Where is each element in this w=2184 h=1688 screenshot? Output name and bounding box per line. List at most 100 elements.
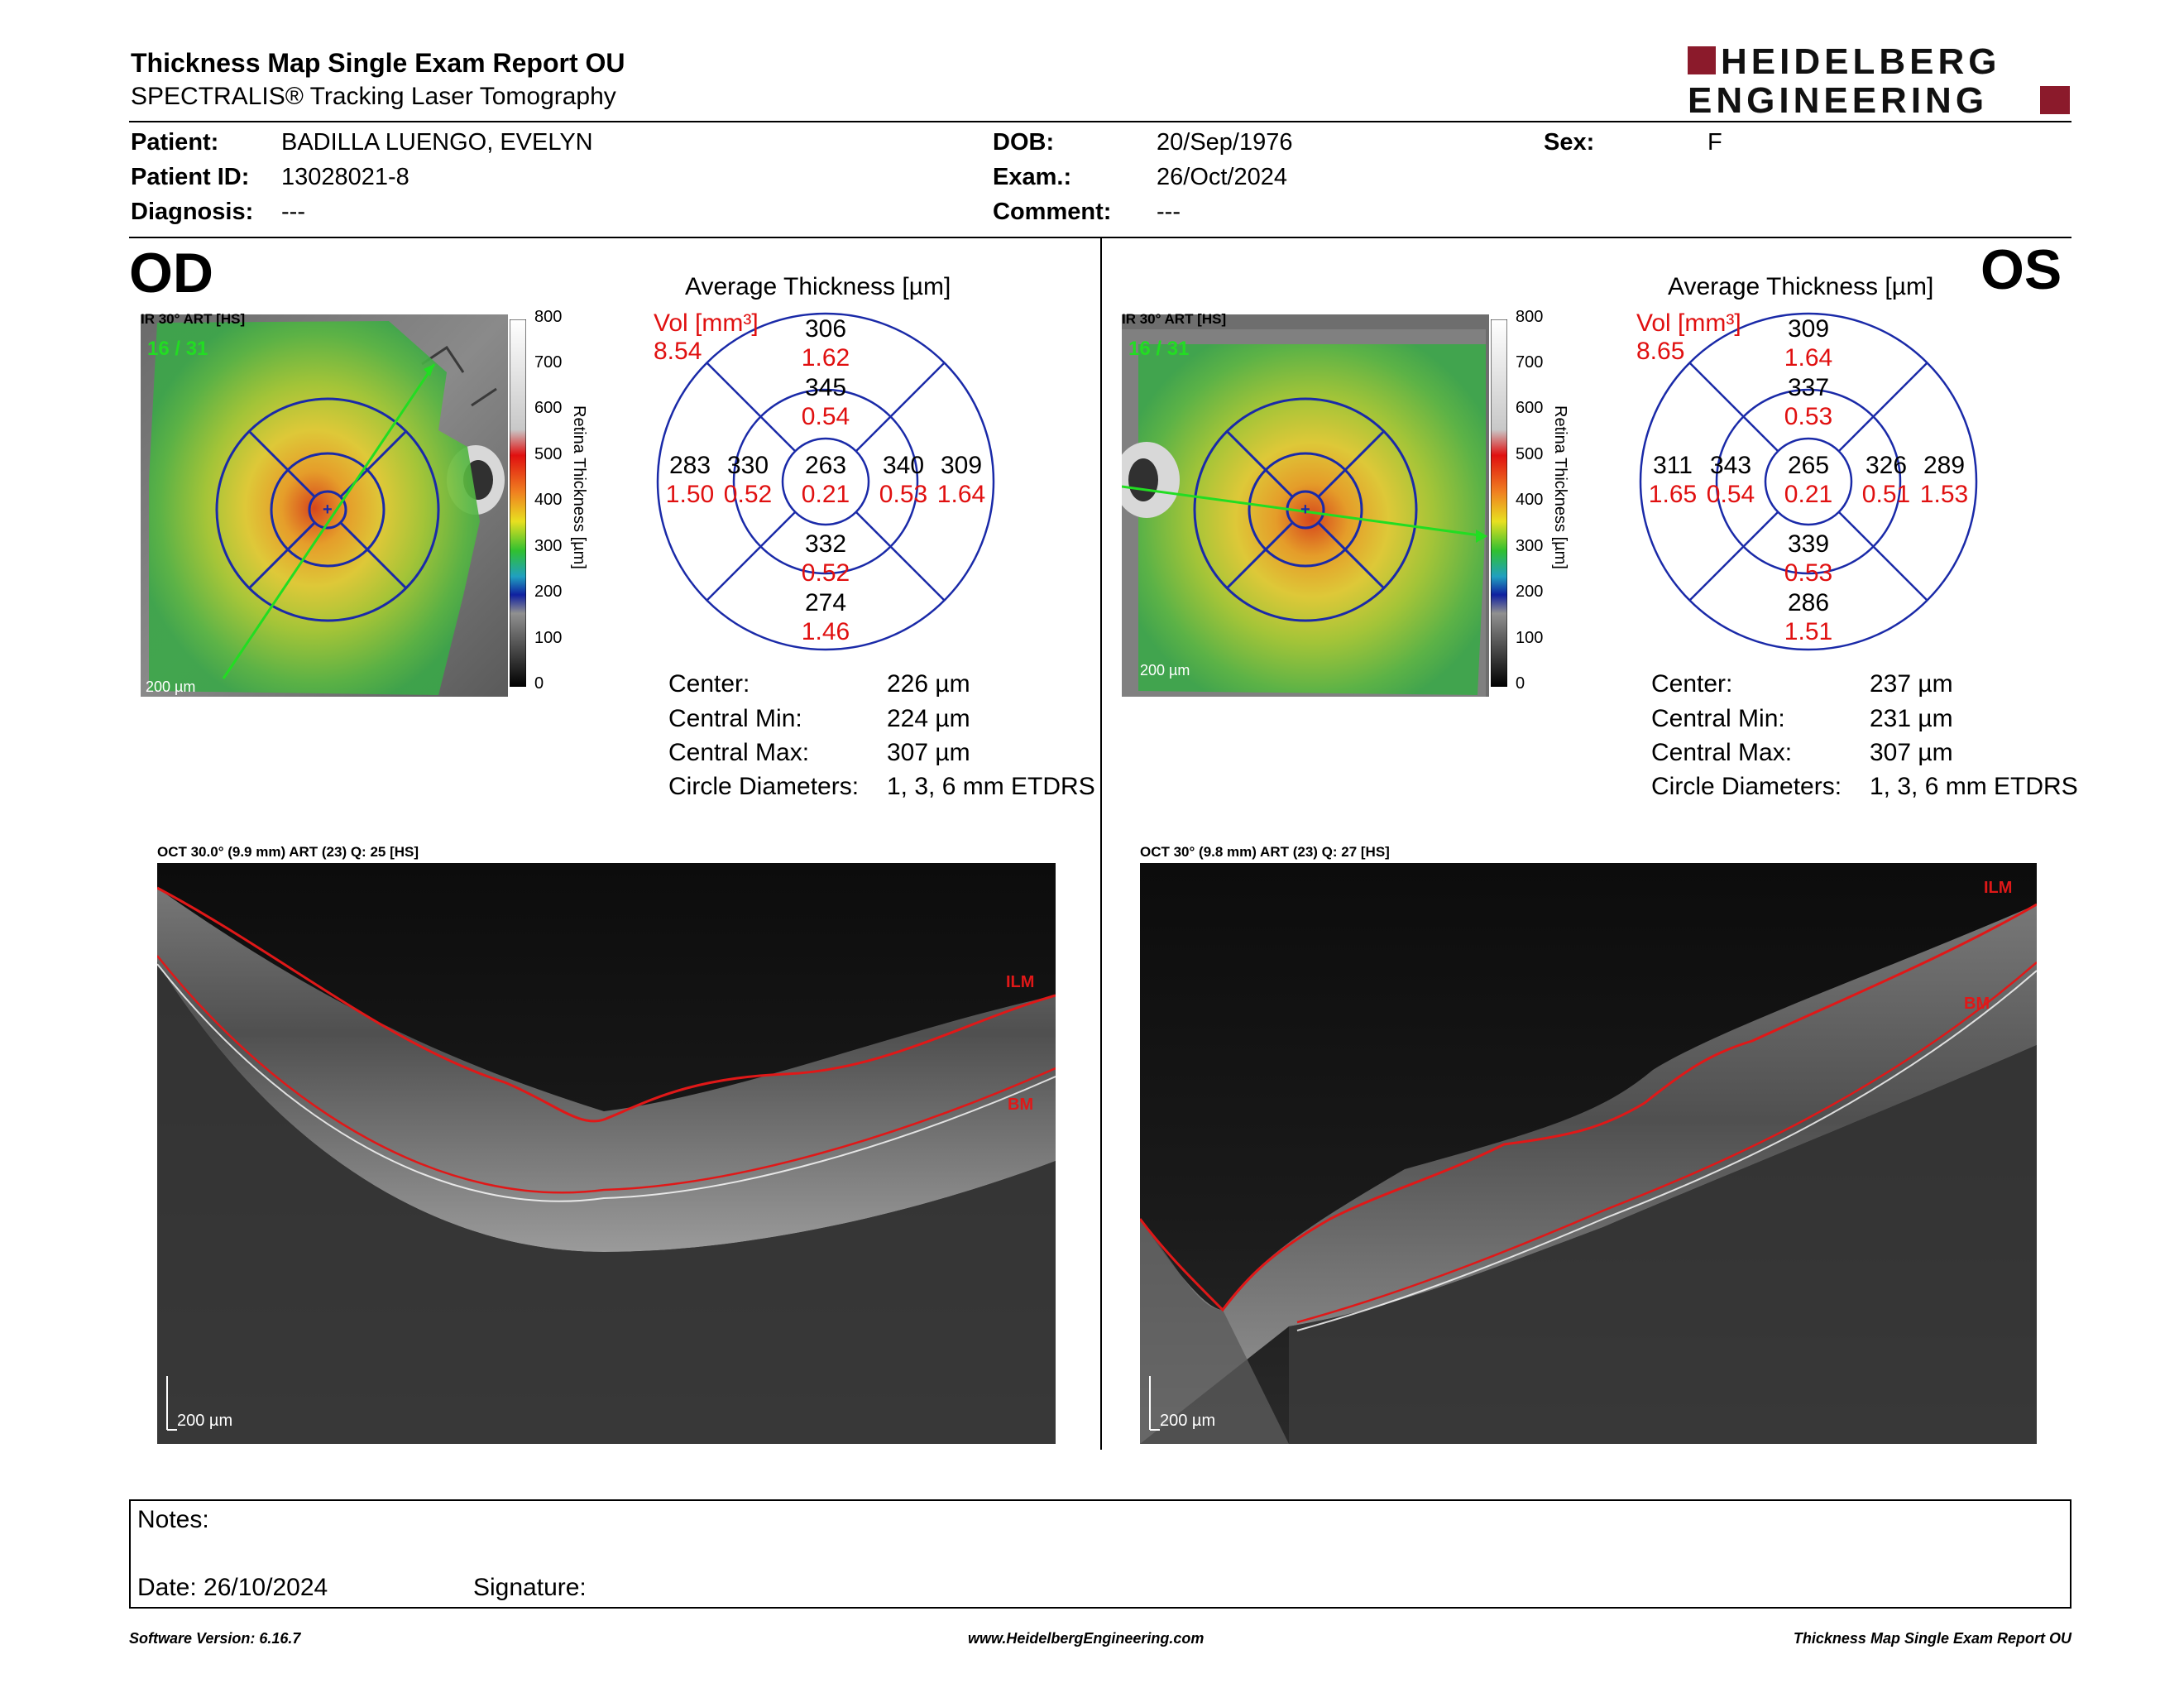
os-inner-sup-volume: 0.53	[1784, 403, 1832, 430]
od-outer-right-volume: 1.64	[937, 481, 985, 508]
logo-square-top	[1688, 46, 1716, 74]
od-etdrs-grid: 306 1.62 345 0.54 263 0.21 330 0.52 340 …	[652, 308, 999, 655]
od-min-label: Central Min:	[668, 705, 802, 732]
od-inner-right-volume: 0.53	[879, 481, 927, 508]
od-inner-sup-volume: 0.54	[802, 403, 850, 430]
os-inner-left-volume: 0.54	[1707, 481, 1755, 508]
od-frame-counter: 16 / 31	[147, 338, 208, 360]
os-outer-left-volume: 1.65	[1649, 481, 1697, 508]
od-cb-tick-300: 300	[534, 537, 563, 555]
os-fundus-image: + 200 µm IR 30° ART [HS] 16 / 31	[1114, 311, 1489, 697]
od-outer-left-thickness: 283	[669, 452, 711, 479]
od-outer-inf-thickness: 274	[805, 589, 846, 616]
od-fundus-image: + 200 µm IR 30° ART [HS] 16 / 31	[141, 311, 508, 697]
os-bm-label: BM	[1964, 995, 1990, 1013]
eye-label-od: OD	[129, 242, 213, 305]
os-max-label: Central Max:	[1651, 739, 1793, 766]
od-cb-tick-500: 500	[534, 445, 563, 463]
od-bm-label: BM	[1008, 1096, 1033, 1114]
od-cb-tick-200: 200	[534, 583, 563, 601]
od-inner-inf-volume: 0.52	[802, 559, 850, 587]
patient-divider	[129, 237, 2071, 238]
os-ilm-label: ILM	[1984, 879, 2012, 897]
eye-label-os: OS	[1980, 238, 2062, 301]
os-min-label: Central Min:	[1651, 705, 1785, 732]
comment-value: ---	[1157, 199, 1181, 225]
os-cb-tick-500: 500	[1516, 445, 1544, 463]
sex-value: F	[1707, 129, 1722, 156]
os-cb-tick-700: 700	[1516, 353, 1544, 372]
os-outer-sup-volume: 1.64	[1784, 344, 1832, 372]
os-cb-tick-400: 400	[1516, 491, 1544, 509]
od-oct-label: OCT 30.0° (9.9 mm) ART (23) Q: 25 [HS]	[157, 844, 419, 860]
patient-id-label: Patient ID:	[131, 164, 250, 190]
os-diam-label: Circle Diameters:	[1651, 773, 1842, 800]
os-inner-right-volume: 0.51	[1862, 481, 1910, 508]
os-oct-scale: 200 µm	[1160, 1412, 1215, 1430]
od-cb-tick-800: 800	[534, 308, 563, 326]
os-outer-sup-thickness: 309	[1788, 315, 1829, 343]
os-center-thickness: 265	[1788, 452, 1829, 479]
od-inner-right-thickness: 340	[883, 452, 924, 479]
od-outer-inf-volume: 1.46	[802, 618, 850, 645]
os-outer-right-volume: 1.53	[1920, 481, 1968, 508]
header-divider	[129, 121, 2071, 122]
os-outer-inf-thickness: 286	[1788, 589, 1829, 616]
os-colorbar	[1490, 319, 1508, 688]
od-outer-sup-volume: 1.62	[802, 344, 850, 372]
os-center-value: 237 µm	[1870, 670, 1953, 698]
heidelberg-logo: HEIDELBERG ENGINEERING	[1688, 41, 2071, 121]
od-center-label: Center:	[668, 670, 750, 698]
od-diam-value: 1, 3, 6 mm ETDRS	[887, 773, 1095, 800]
report-subtitle: SPECTRALIS® Tracking Laser Tomography	[131, 83, 616, 110]
od-cb-tick-0: 0	[534, 674, 544, 693]
dob-value: 20/Sep/1976	[1157, 129, 1293, 156]
od-cb-tick-700: 700	[534, 353, 563, 372]
diagnosis-value: ---	[281, 199, 305, 225]
os-cb-tick-100: 100	[1516, 629, 1544, 647]
os-colorbar-title: Retina Thickness [µm]	[1551, 405, 1569, 569]
logo-line2: ENGINEERING	[1688, 80, 1988, 117]
os-cb-tick-600: 600	[1516, 399, 1544, 417]
od-ir-label: IR 30° ART [HS]	[141, 311, 246, 327]
od-diam-label: Circle Diameters:	[668, 773, 860, 800]
patient-label: Patient:	[131, 129, 219, 156]
od-outer-right-thickness: 309	[941, 452, 982, 479]
od-oct-image: ILM BM 200 µm	[156, 863, 1056, 1444]
os-vol-total: 8.65	[1636, 338, 1685, 365]
os-oct-label: OCT 30° (9.8 mm) ART (23) Q: 27 [HS]	[1140, 844, 1390, 860]
os-inner-inf-volume: 0.53	[1784, 559, 1832, 587]
center-divider	[1100, 238, 1102, 1450]
od-colorbar-title: Retina Thickness [µm]	[570, 405, 588, 569]
od-cb-tick-600: 600	[534, 399, 563, 417]
report-title: Thickness Map Single Exam Report OU	[131, 48, 625, 78]
os-cb-tick-800: 800	[1516, 308, 1544, 326]
dob-label: DOB:	[993, 129, 1055, 156]
od-cb-tick-100: 100	[534, 629, 563, 647]
os-ir-scale: 200 µm	[1140, 662, 1190, 679]
od-avg-title: Average Thickness [µm]	[685, 273, 951, 300]
os-inner-sup-thickness: 337	[1788, 374, 1829, 401]
os-etdrs-grid: 309 1.64 337 0.53 265 0.21 343 0.54 326 …	[1635, 308, 1982, 655]
os-cb-tick-300: 300	[1516, 537, 1544, 555]
od-vol-total: 8.54	[654, 338, 702, 365]
os-cb-tick-0: 0	[1516, 674, 1525, 693]
comment-label: Comment:	[993, 199, 1112, 225]
os-center-label: Center:	[1651, 670, 1733, 698]
os-center-volume: 0.21	[1784, 481, 1832, 508]
os-avg-title: Average Thickness [µm]	[1668, 273, 1934, 300]
notes-box: Notes: Date: 26/10/2024 Signature:	[129, 1499, 2071, 1609]
os-ir-label: IR 30° ART [HS]	[1122, 311, 1227, 327]
od-max-label: Central Max:	[668, 739, 810, 766]
os-diam-value: 1, 3, 6 mm ETDRS	[1870, 773, 2078, 800]
od-ilm-label: ILM	[1006, 973, 1034, 991]
od-max-value: 307 µm	[887, 739, 970, 766]
od-min-value: 224 µm	[887, 705, 970, 732]
os-outer-right-thickness: 289	[1923, 452, 1965, 479]
od-center-volume: 0.21	[802, 481, 850, 508]
footer-report: Thickness Map Single Exam Report OU	[1793, 1630, 2071, 1647]
patient-name: BADILLA LUENGO, EVELYN	[281, 129, 593, 156]
patient-id: 13028021-8	[281, 164, 410, 190]
os-vol-label: Vol [mm³]	[1636, 309, 1741, 337]
svg-text:+: +	[1300, 501, 1310, 519]
